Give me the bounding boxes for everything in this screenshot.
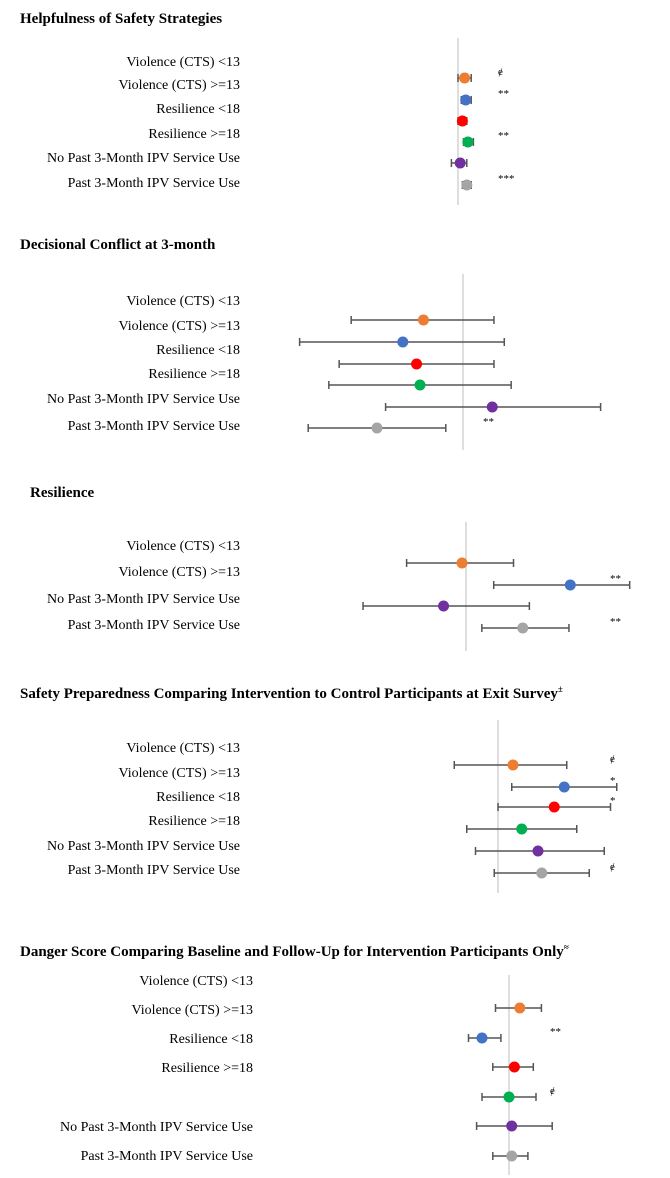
estimate-point [456,557,468,569]
panel-4: Safety Preparedness Comparing Interventi… [20,684,618,893]
estimate-point [536,867,548,879]
estimate-point [564,579,576,591]
estimate-point [411,358,423,370]
panel-title: Danger Score Comparing Baseline and Foll… [20,942,569,960]
estimate-point [414,379,426,391]
panel-title: Decisional Conflict at 3-month [20,237,216,253]
panel-title: Resilience [30,485,94,501]
estimate-point [462,136,474,148]
estimate-point [461,179,473,191]
estimate-point [506,1120,518,1132]
row-label: No Past 3-Month IPV Service Use [47,592,240,607]
row-label: Resilience <18 [156,102,240,117]
estimate-point [476,1032,488,1044]
significance-label: ** [550,1026,561,1038]
row-label: Resilience <18 [156,790,240,805]
estimate-point [371,422,383,434]
significance-label: ɇ [498,66,503,78]
significance-label: * [610,775,616,787]
row-label: Resilience <18 [169,1032,253,1047]
row-label: Past 3-Month IPV Service Use [68,176,240,191]
row-label: Violence (CTS) >=13 [119,319,240,334]
estimate-point [397,336,409,348]
estimate-point [508,1061,520,1073]
estimate-point [517,622,529,634]
row-label: Violence (CTS) <13 [126,55,240,70]
estimate-point [486,401,498,413]
row-label: No Past 3-Month IPV Service Use [47,839,240,854]
row-label: No Past 3-Month IPV Service Use [47,392,240,407]
estimate-point [503,1091,515,1103]
significance-label: ɇ [610,753,615,765]
row-label: Resilience <18 [156,343,240,358]
estimate-point [532,845,544,857]
panel-1: Helpfulness of Safety Strategies Violence… [20,11,515,205]
title-marker: ± [558,684,563,694]
row-label: Violence (CTS) >=13 [119,78,240,93]
significance-label: ɇ [610,861,615,873]
row-label: No Past 3-Month IPV Service Use [47,151,240,166]
significance-label: * [610,795,616,807]
row-label: Past 3-Month IPV Service Use [81,1149,253,1164]
significance-label: ** [483,416,494,428]
panel-title: Safety Preparedness Comparing Interventi… [20,684,563,702]
estimate-point [459,72,471,84]
row-label: Violence (CTS) <13 [139,974,253,989]
significance-label: ɇ [550,1085,555,1097]
significance-label: *** [498,173,515,185]
row-label: Past 3-Month IPV Service Use [68,863,240,878]
row-label: Resilience >=18 [148,814,240,829]
estimate-point [548,801,560,813]
significance-label: ** [610,573,621,585]
estimate-point [417,314,429,326]
row-label: Resilience >=18 [148,367,240,382]
panel-5: Danger Score Comparing Baseline and Foll… [20,942,569,1175]
row-label: Resilience >=18 [148,127,240,142]
estimate-point [438,600,450,612]
row-label: Past 3-Month IPV Service Use [68,618,240,633]
panel-3: Resilience Violence (CTS) <13 Violence (CT… [30,485,631,651]
estimate-point [516,823,528,835]
significance-label: ** [498,130,509,142]
estimate-point [454,157,466,169]
row-label: Past 3-Month IPV Service Use [68,419,240,434]
row-label: No Past 3-Month IPV Service Use [60,1120,253,1135]
panel-2: Decisional Conflict at 3-month Violence (… [20,237,602,450]
estimate-point [558,781,570,793]
title-marker: ≈ [564,942,569,952]
row-label: Violence (CTS) >=13 [119,565,240,580]
significance-label: ** [498,88,509,100]
estimate-point [460,94,472,106]
panel-title: Helpfulness of Safety Strategies [20,11,222,27]
row-label: Violence (CTS) >=13 [132,1003,253,1018]
row-label: Violence (CTS) <13 [126,294,240,309]
estimate-point [456,115,468,127]
significance-label: ** [610,616,621,628]
row-label: Resilience >=18 [161,1061,253,1076]
row-label: Violence (CTS) <13 [126,741,240,756]
estimate-point [507,759,519,771]
estimate-point [514,1002,526,1014]
row-label: Violence (CTS) >=13 [119,766,240,781]
row-label: Violence (CTS) <13 [126,539,240,554]
estimate-point [506,1150,518,1162]
